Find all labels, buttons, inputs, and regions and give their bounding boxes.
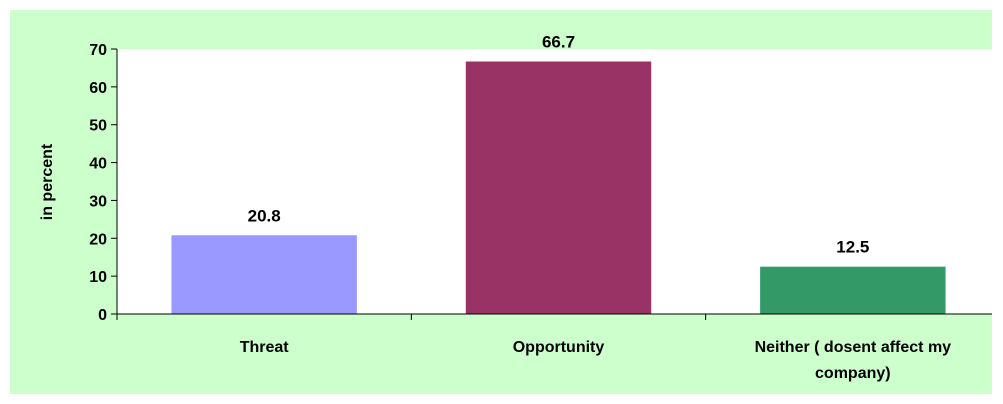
y-tick-label: 60 [89, 80, 107, 97]
bar [760, 266, 946, 314]
y-tick-label: 10 [89, 269, 107, 286]
bar-chart: 0 10 20 30 40 50 60 70 20.8 66.7 12.5 Threat Oppor… [39, 32, 992, 382]
y-tick-label: 0 [98, 307, 107, 324]
y-tick-label: 20 [89, 231, 107, 248]
y-tick-label: 30 [89, 193, 107, 210]
bar [171, 235, 357, 314]
category-label: Neither ( dosent affect my company) [755, 339, 952, 382]
chart-area: 0 10 20 30 40 50 60 70 20.8 66.7 12.5 Threat Oppor… [10, 10, 992, 394]
category-label: Threat [240, 339, 290, 356]
bar [465, 61, 652, 314]
data-label: 20.8 [248, 206, 281, 225]
y-axis-title: in percent [39, 143, 56, 220]
category-labels: Threat Opportunity Neither ( dosent affect… [240, 339, 951, 382]
y-tick-label: 50 [89, 118, 107, 135]
bars [171, 61, 946, 314]
y-tick-label: 70 [89, 42, 107, 59]
data-label: 66.7 [542, 32, 575, 51]
x-axis-ticks [116, 314, 707, 320]
data-labels: 20.8 66.7 12.5 [248, 32, 870, 256]
category-label: Opportunity [513, 339, 605, 356]
y-tick-label: 40 [89, 156, 107, 173]
y-axis-ticks: 0 10 20 30 40 50 60 70 [89, 42, 117, 324]
data-label: 12.5 [836, 238, 869, 257]
